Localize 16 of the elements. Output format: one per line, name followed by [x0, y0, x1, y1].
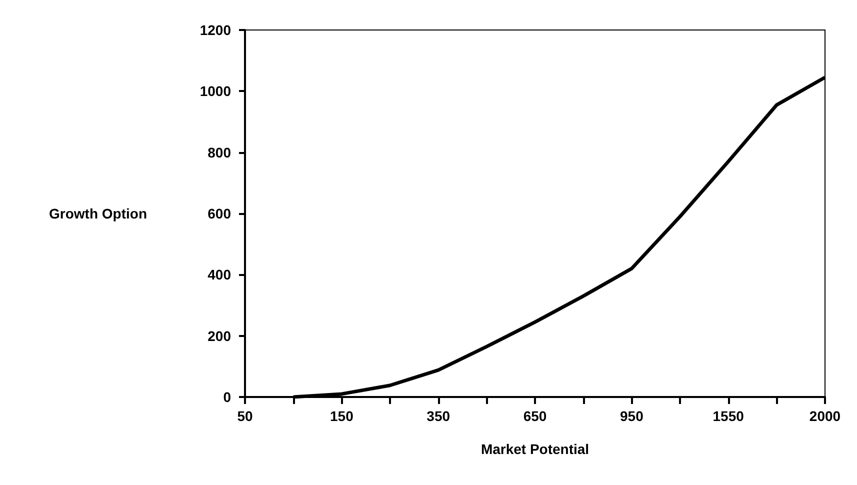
- y-tick-label: 800: [208, 144, 232, 160]
- x-tick-label: 1550: [712, 408, 744, 424]
- y-tick-label: 200: [208, 328, 232, 344]
- x-tick-label: 950: [620, 408, 644, 424]
- x-tick-label: 2000: [809, 408, 841, 424]
- x-tick-label: 650: [523, 408, 547, 424]
- x-axis-title: Market Potential: [480, 441, 590, 457]
- y-tick-label: 1200: [200, 22, 232, 38]
- y-axis-title: Growth Option: [49, 206, 147, 222]
- x-tick-label: 350: [426, 408, 450, 424]
- y-tick-label: 400: [208, 266, 232, 283]
- y-tick-label: 1000: [200, 83, 232, 100]
- y-tick-label: 0: [223, 389, 232, 405]
- y-tick-label: 600: [208, 206, 232, 222]
- x-tick-label: 150: [330, 408, 354, 424]
- x-tick-label: 50: [237, 408, 253, 424]
